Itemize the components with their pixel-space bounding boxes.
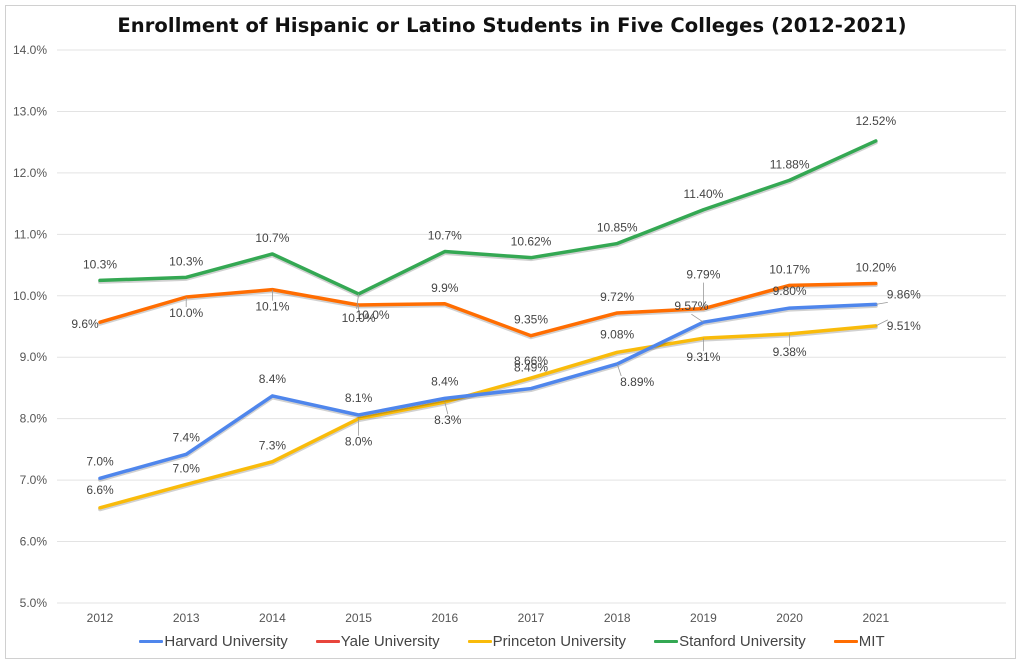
y-tick-label: 11.0%	[14, 227, 47, 241]
y-axis-ticks: 5.0% 6.0% 7.0% 8.0% 9.0% 10.0% 11.0% 12.0% 13.0%…	[13, 43, 47, 610]
harvard-university-line	[98, 302, 878, 481]
chart-title: Enrollment of Hispanic or Latino Student…	[117, 14, 907, 37]
data-label: 9.31%	[686, 350, 720, 364]
data-label: 9.08%	[600, 327, 634, 341]
y-tick-label: 12.0%	[13, 166, 47, 180]
data-label: 8.1%	[345, 391, 373, 405]
data-label: 9.51%	[887, 319, 921, 333]
data-label: 9.79%	[686, 268, 720, 282]
x-tick-label: 2016	[431, 611, 458, 625]
data-label: 10.0%	[342, 311, 376, 325]
leader-line	[356, 293, 359, 309]
data-label: 10.62%	[511, 235, 552, 249]
data-label: 10.7%	[428, 229, 462, 243]
data-label: 11.40%	[683, 187, 723, 201]
legend: Harvard University Yale University Princet…	[0, 633, 1024, 650]
y-tick-label: 6.0%	[20, 535, 48, 549]
data-label: 8.89%	[620, 375, 654, 389]
y-tick-label: 9.0%	[20, 350, 48, 364]
data-label: 10.17%	[769, 262, 810, 276]
legend-swatch	[654, 640, 679, 643]
legend-item-yale-university[interactable]: Yale University	[315, 633, 440, 650]
legend-swatch	[833, 640, 858, 643]
leader-line	[875, 301, 888, 305]
data-label: 10.3%	[169, 254, 203, 268]
x-tick-label: 2019	[690, 611, 717, 625]
data-label: 9.9%	[431, 281, 459, 295]
data-label: 8.4%	[259, 372, 287, 386]
data-label: 8.4%	[431, 374, 459, 388]
legend-item-princeton-university[interactable]: Princeton University	[467, 633, 627, 650]
legend-label: Yale University	[340, 633, 440, 650]
data-label: 7.0%	[173, 461, 201, 475]
data-label: 8.66%	[514, 354, 548, 368]
leader-line	[444, 401, 449, 415]
stanford-university-shadow	[98, 140, 878, 298]
legend-label: MIT	[858, 633, 885, 650]
y-tick-label: 14.0%	[13, 43, 47, 57]
legend-swatch	[315, 640, 340, 643]
x-tick-label: 2021	[862, 611, 889, 625]
data-label: 9.80%	[773, 284, 807, 298]
series-lines	[98, 139, 878, 512]
data-label: 10.0%	[169, 306, 203, 320]
data-label: 10.85%	[597, 221, 638, 235]
data-label: 9.6%	[71, 317, 99, 331]
mit-line	[98, 281, 878, 338]
data-label: 9.57%	[674, 299, 708, 313]
y-tick-label: 7.0%	[20, 473, 48, 487]
x-axis-ticks: 2012 2013 2014 2015 2016 2017 2018 2019 2020 2021	[87, 611, 890, 625]
label-leader-lines	[185, 282, 888, 436]
chart-frame	[5, 5, 1016, 659]
data-label: 7.0%	[86, 454, 114, 468]
data-label: 7.3%	[259, 439, 287, 453]
leader-line	[875, 319, 888, 327]
x-tick-label: 2013	[173, 611, 200, 625]
leader-line	[691, 313, 704, 323]
x-tick-label: 2014	[259, 611, 286, 625]
data-label: 6.6%	[86, 483, 114, 497]
stanford-university-line	[98, 139, 878, 296]
data-label: 8.0%	[345, 435, 373, 449]
x-tick-label: 2017	[518, 611, 545, 625]
y-tick-label: 8.0%	[20, 412, 48, 426]
data-label: 10.20%	[855, 260, 896, 274]
x-tick-label: 2020	[776, 611, 803, 625]
data-label: 12.52%	[855, 114, 896, 128]
leader-line	[616, 363, 622, 377]
legend-item-harvard-university[interactable]: Harvard University	[139, 633, 288, 650]
data-label: 9.38%	[773, 345, 807, 359]
x-tick-label: 2018	[604, 611, 631, 625]
y-tick-label: 5.0%	[20, 596, 48, 610]
y-tick-label: 10.0%	[13, 289, 47, 303]
data-labels: 6.6% 7.0% 7.3% 8.0% 8.3% 8.66% 9.08% 9.31% 9.38%…	[71, 114, 921, 497]
data-label: 10.0%	[356, 308, 390, 322]
legend-label: Harvard University	[164, 633, 288, 650]
data-label: 9.86%	[887, 287, 921, 301]
data-label: 8.49%	[514, 361, 548, 375]
legend-label: Stanford University	[679, 633, 806, 650]
legend-swatch	[467, 640, 492, 643]
data-label: 11.88%	[770, 157, 810, 171]
data-label: 10.1%	[255, 300, 289, 314]
data-label: 9.35%	[514, 313, 548, 327]
data-label: 8.3%	[434, 413, 462, 427]
x-tick-label: 2015	[345, 611, 372, 625]
legend-label: Princeton University	[492, 633, 627, 650]
data-label: 10.3%	[83, 257, 117, 271]
princeton-university-line	[98, 324, 878, 510]
data-label: 7.4%	[173, 430, 201, 444]
legend-item-stanford-university[interactable]: Stanford University	[654, 633, 806, 650]
x-tick-label: 2012	[87, 611, 114, 625]
data-label: 10.7%	[255, 231, 289, 245]
y-tick-label: 13.0%	[13, 104, 47, 118]
legend-swatch	[139, 640, 164, 643]
legend-item-mit[interactable]: MIT	[833, 633, 885, 650]
data-label: 9.72%	[600, 290, 634, 304]
